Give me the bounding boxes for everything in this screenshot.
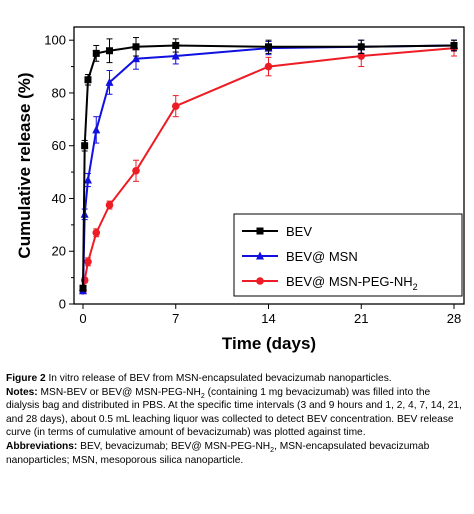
abbr-text-2: , MSN-encapsulated bevacizumab nanoparti… (6, 440, 430, 466)
abbr-text-1: BEV, bevacizumab; BEV@ MSN-PEG-NH (77, 440, 271, 452)
data-point (106, 47, 113, 55)
legend-marker (256, 227, 264, 235)
data-point (84, 76, 92, 84)
y-tick-label: 20 (52, 244, 66, 259)
legend-label: BEV (286, 224, 312, 239)
series-line (82, 47, 455, 291)
figure-label: Figure 2 (6, 373, 46, 384)
caption-abbreviations: Abbreviations: BEV, bevacizumab; BEV@ MS… (6, 440, 466, 467)
y-tick-label: 80 (52, 85, 66, 100)
notes-text-1: MSN-BEV or BEV@ MSN-PEG-NH (37, 386, 201, 398)
data-point (84, 257, 92, 266)
x-tick-label: 14 (261, 311, 275, 326)
legend-entry: BEV@ MSN (242, 249, 358, 264)
chart-svg: 0 7 14 21 28 0 20 40 60 80 100 BEV BEV@ MSN BEV@ MSN… (15, 26, 465, 353)
data-point (171, 102, 180, 110)
abbr-sub: 2 (270, 447, 275, 454)
data-point (132, 166, 140, 175)
data-point (171, 51, 180, 60)
legend-label-sub: 2 (413, 282, 418, 292)
y-tick-label: 40 (52, 191, 66, 206)
data-point (264, 62, 273, 71)
x-tick-label: 0 (79, 311, 86, 326)
data-point (80, 276, 89, 285)
data-point (265, 43, 272, 51)
series-0 (79, 37, 458, 292)
data-point (83, 175, 92, 184)
figure-caption: Figure 2 In vitro release of BEV from MS… (6, 372, 466, 467)
data-point (172, 41, 180, 49)
data-point (79, 284, 87, 292)
data-point (105, 77, 114, 86)
release-chart: 0 7 14 21 28 0 20 40 60 80 100 BEV BEV@ MSN BEV@ MSN… (15, 26, 465, 353)
data-point (357, 52, 366, 60)
data-point (450, 41, 458, 49)
data-point (92, 49, 100, 57)
figure-text: In vitro release of BEV from MSN-encapsu… (45, 373, 392, 384)
legend-entry: BEV (242, 224, 312, 239)
x-tick-label: 7 (172, 311, 179, 326)
y-tick-label: 0 (59, 297, 66, 312)
legend-entry: BEV@ MSN-PEG-NH2 (242, 274, 418, 292)
data-point (132, 43, 140, 51)
legend-marker (256, 277, 264, 285)
legend-label-main: BEV (286, 224, 312, 239)
legend-label: BEV@ MSN-PEG-NH2 (286, 274, 418, 292)
legend-label: BEV@ MSN (286, 249, 358, 264)
caption-notes: Notes: MSN-BEV or BEV@ MSN-PEG-NH2 (cont… (6, 386, 466, 440)
data-point (105, 201, 114, 209)
data-point (132, 54, 140, 63)
series-line (82, 44, 455, 289)
notes-label: Notes: (6, 386, 38, 398)
notes-sub: 2 (200, 392, 205, 400)
data-point (357, 43, 365, 51)
notes-text-2: (containing 1 mg bevacizumab) was filled… (6, 386, 462, 439)
data-point (92, 125, 101, 134)
x-tick-label: 21 (354, 311, 368, 326)
legend-label-main: BEV@ MSN-PEG-NH (286, 274, 413, 289)
data-point (81, 142, 89, 150)
y-tick-label: 100 (44, 33, 66, 48)
y-tick-label: 60 (52, 138, 66, 153)
legend-marker (256, 251, 264, 260)
legend-label-main: BEV@ MSN (286, 249, 358, 264)
data-point (92, 228, 101, 237)
y-axis-title: Cumulative release (%) (15, 72, 34, 258)
x-tick-label: 28 (447, 311, 461, 326)
x-axis-title: Time (days) (222, 334, 316, 353)
abbr-label: Abbreviations: (6, 440, 78, 452)
caption-title: Figure 2 In vitro release of BEV from MS… (6, 372, 466, 386)
